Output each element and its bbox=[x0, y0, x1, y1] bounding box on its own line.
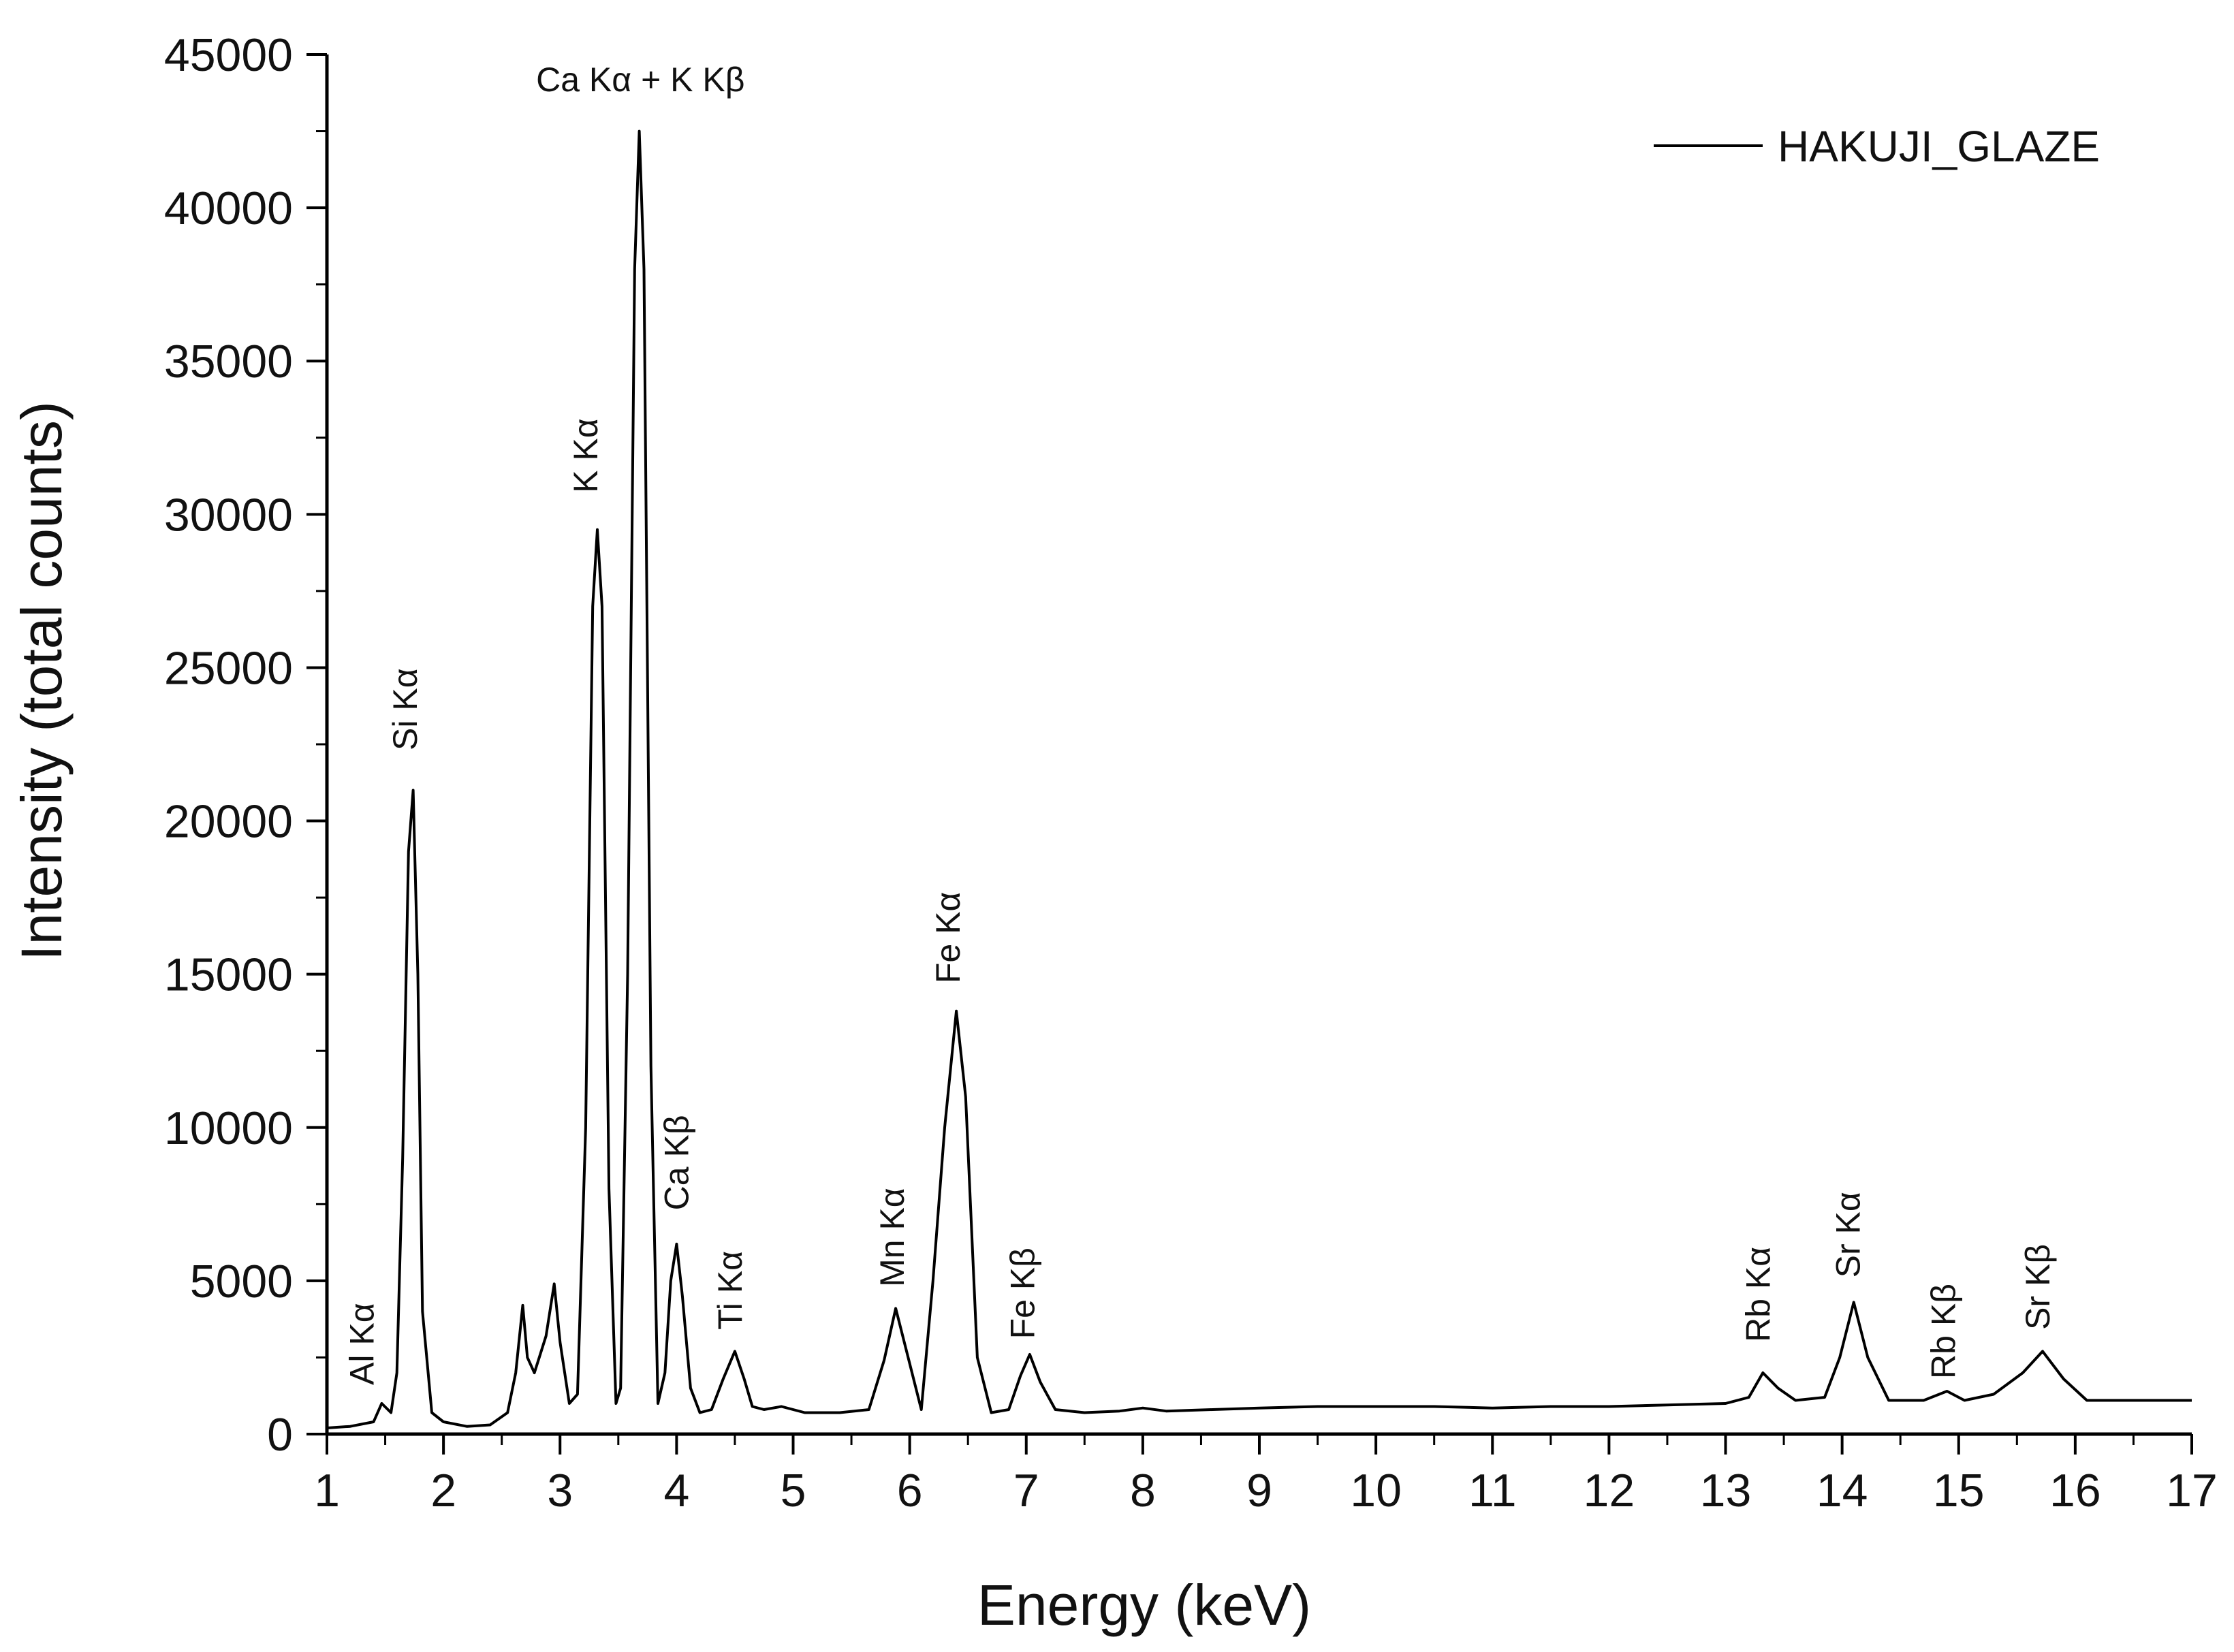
x-axis-title: Energy (keV) bbox=[977, 1573, 1311, 1637]
y-tick-label: 40000 bbox=[164, 182, 293, 234]
y-axis-ticks: 0 5000 10000 15000 20000 25000 30000 35000 40000… bbox=[164, 29, 327, 1461]
x-tick-label: 12 bbox=[1584, 1465, 1635, 1516]
x-tick-label: 14 bbox=[1816, 1465, 1868, 1516]
x-tick-label: 15 bbox=[1933, 1465, 1985, 1516]
y-tick-label: 45000 bbox=[164, 29, 293, 81]
peak-label: Ca Kβ bbox=[657, 1115, 695, 1210]
peak-label: Si Kα bbox=[386, 668, 424, 750]
peak-label: Sr Kα bbox=[1829, 1192, 1867, 1277]
series-line-HAKUJI_GLAZE bbox=[326, 129, 2192, 1429]
y-tick-label: 10000 bbox=[164, 1102, 293, 1154]
peak-label: Rb Kβ bbox=[1925, 1284, 1963, 1379]
x-tick-label: 5 bbox=[781, 1465, 806, 1516]
x-tick-label: 6 bbox=[897, 1465, 923, 1516]
peak-label: Fe Kβ bbox=[1004, 1248, 1042, 1339]
x-tick-label: 16 bbox=[2049, 1465, 2101, 1516]
y-tick-label: 5000 bbox=[190, 1256, 293, 1307]
peak-label: Mn Kα bbox=[873, 1188, 911, 1287]
x-tick-label: 13 bbox=[1700, 1465, 1752, 1516]
peak-label: Ti Kα bbox=[711, 1251, 749, 1330]
peak-label: K Kα bbox=[567, 418, 605, 493]
x-tick-label: 11 bbox=[1468, 1465, 1517, 1516]
peak-label: Sr Kβ bbox=[2019, 1244, 2057, 1330]
peak-annotations: Al Kα Si Kα K Kα Ca Kα + K Kβ Ca Kβ Ti Kα Mn K… bbox=[343, 61, 2057, 1385]
peak-label: Al Kα bbox=[343, 1303, 381, 1385]
y-tick-label: 20000 bbox=[164, 796, 293, 848]
y-tick-label: 35000 bbox=[164, 336, 293, 387]
peak-label: Fe Kα bbox=[929, 892, 967, 984]
x-tick-label: 7 bbox=[1013, 1465, 1039, 1516]
legend: HAKUJI_GLAZE bbox=[1654, 122, 2100, 171]
y-tick-label: 25000 bbox=[164, 642, 293, 694]
x-axis-ticks: 1 2 3 4 5 6 7 8 9 10 11 12 13 14 15 16 17 bbox=[314, 1434, 2218, 1516]
plot-area bbox=[326, 129, 2192, 1429]
x-tick-label: 8 bbox=[1130, 1465, 1156, 1516]
legend-label: HAKUJI_GLAZE bbox=[1778, 122, 2100, 171]
y-tick-label: 0 bbox=[267, 1409, 293, 1461]
x-tick-label: 3 bbox=[547, 1465, 573, 1516]
peak-label: Ca Kα + K Kβ bbox=[536, 61, 744, 99]
x-tick-label: 17 bbox=[2166, 1465, 2218, 1516]
y-tick-label: 15000 bbox=[164, 949, 293, 1001]
peak-label: Rb Kα bbox=[1740, 1247, 1778, 1342]
x-tick-label: 9 bbox=[1246, 1465, 1272, 1516]
x-tick-label: 4 bbox=[663, 1465, 689, 1516]
y-axis-title: Intensity (total counts) bbox=[10, 401, 74, 961]
x-tick-label: 10 bbox=[1350, 1465, 1402, 1516]
y-tick-label: 30000 bbox=[164, 489, 293, 541]
x-tick-label: 2 bbox=[430, 1465, 456, 1516]
x-tick-label: 1 bbox=[314, 1465, 340, 1516]
